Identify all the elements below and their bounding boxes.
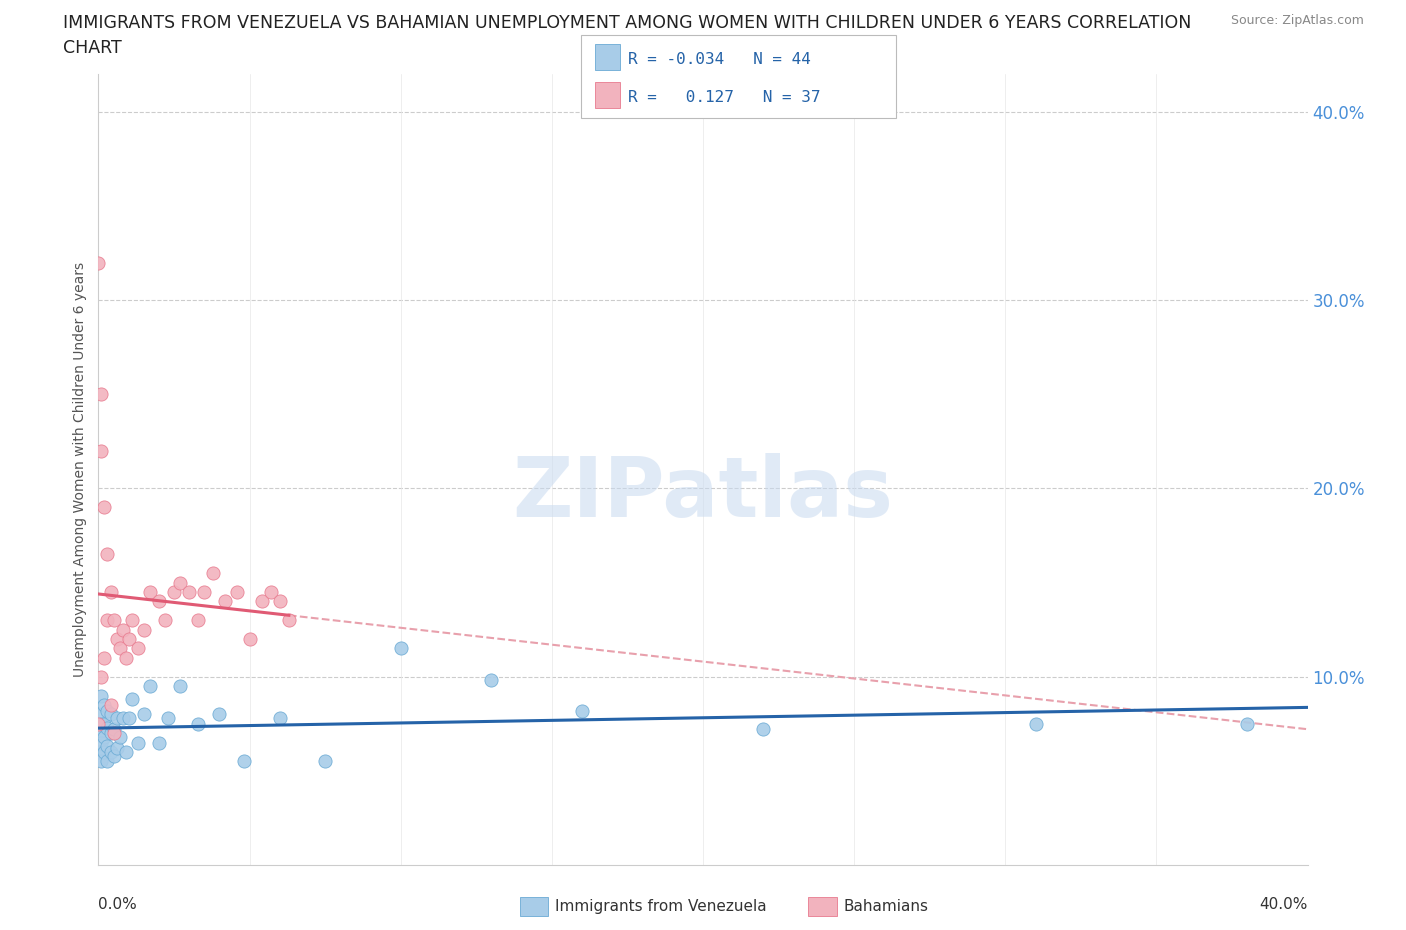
Point: [93, 716, 115, 731]
Point: [96, 547, 118, 562]
Point: [269, 711, 291, 725]
Point: [1236, 716, 1258, 731]
Point: [260, 585, 283, 600]
Point: [87, 707, 110, 722]
Point: [481, 673, 503, 688]
Point: [96, 738, 118, 753]
Point: [169, 679, 191, 694]
Point: [90, 670, 112, 684]
Point: [96, 720, 118, 735]
Text: R = -0.034   N = 44: R = -0.034 N = 44: [628, 52, 811, 67]
Text: Bahamians: Bahamians: [844, 899, 928, 914]
Point: [571, 703, 593, 718]
Point: [121, 692, 143, 707]
Point: [214, 594, 236, 609]
Text: Source: ZipAtlas.com: Source: ZipAtlas.com: [1230, 14, 1364, 27]
Point: [127, 641, 149, 656]
Point: [90, 387, 112, 402]
Point: [156, 711, 179, 725]
Point: [187, 716, 209, 731]
Point: [118, 711, 141, 725]
Point: [179, 585, 201, 600]
Text: R =   0.127   N = 37: R = 0.127 N = 37: [628, 90, 821, 105]
Y-axis label: Unemployment Among Women with Children Under 6 years: Unemployment Among Women with Children U…: [73, 262, 87, 677]
Point: [132, 707, 155, 722]
Point: [1024, 716, 1046, 731]
Point: [108, 729, 131, 744]
Point: [96, 613, 118, 628]
Point: [153, 613, 176, 628]
Point: [103, 749, 125, 764]
Point: [208, 707, 231, 722]
Point: [114, 745, 136, 760]
Point: [187, 613, 209, 628]
Point: [105, 741, 128, 756]
Point: [100, 698, 122, 712]
Text: 40.0%: 40.0%: [1260, 897, 1308, 911]
Point: [87, 725, 110, 740]
Point: [250, 594, 273, 609]
Point: [93, 729, 115, 744]
Point: [239, 631, 262, 646]
Point: [108, 641, 131, 656]
Point: [118, 631, 141, 646]
Point: [111, 622, 134, 637]
Point: [93, 650, 115, 665]
Point: [269, 594, 291, 609]
Point: [127, 735, 149, 750]
Point: [277, 613, 299, 628]
Point: [163, 585, 186, 600]
Point: [105, 631, 128, 646]
Point: [169, 575, 191, 590]
Point: [105, 711, 128, 725]
Point: [90, 754, 112, 769]
Point: [93, 499, 115, 514]
Text: ZIPatlas: ZIPatlas: [513, 453, 893, 534]
Point: [232, 754, 254, 769]
Point: [90, 688, 112, 703]
Point: [103, 725, 125, 740]
Point: [87, 255, 110, 270]
Point: [87, 745, 110, 760]
Point: [226, 585, 249, 600]
Point: [314, 754, 336, 769]
Point: [100, 707, 122, 722]
Point: [132, 622, 155, 637]
Point: [752, 722, 775, 737]
Point: [87, 716, 110, 731]
Point: [202, 565, 225, 580]
Point: [96, 703, 118, 718]
Point: [93, 745, 115, 760]
Point: [148, 735, 170, 750]
Point: [139, 585, 162, 600]
Point: [90, 444, 112, 458]
Point: [114, 650, 136, 665]
Point: [100, 745, 122, 760]
Point: [111, 711, 134, 725]
Point: [121, 613, 143, 628]
Text: Immigrants from Venezuela: Immigrants from Venezuela: [555, 899, 768, 914]
Point: [93, 698, 115, 712]
Text: 0.0%: 0.0%: [98, 897, 138, 911]
Point: [90, 716, 112, 731]
Point: [193, 585, 215, 600]
Point: [103, 722, 125, 737]
Text: CHART: CHART: [63, 39, 122, 57]
Text: IMMIGRANTS FROM VENEZUELA VS BAHAMIAN UNEMPLOYMENT AMONG WOMEN WITH CHILDREN UND: IMMIGRANTS FROM VENEZUELA VS BAHAMIAN UN…: [63, 14, 1192, 32]
Point: [96, 754, 118, 769]
Point: [103, 613, 125, 628]
Point: [100, 725, 122, 740]
Point: [389, 641, 412, 656]
Point: [100, 585, 122, 600]
Point: [139, 679, 162, 694]
Point: [90, 735, 112, 750]
Point: [148, 594, 170, 609]
